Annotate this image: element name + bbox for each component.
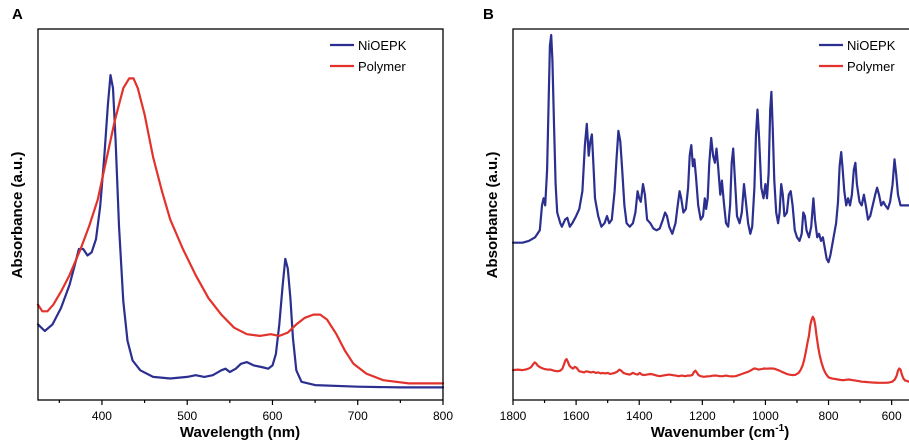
panel-b-x-axis-title-main: Wavenumber (cm bbox=[651, 424, 775, 441]
panel-b-x-axis-title-superscript: -1 bbox=[775, 423, 784, 434]
panel-b-x-axis-title: Wavenumber (cm-1) bbox=[651, 423, 789, 441]
panel-a-x-tick-label: 700 bbox=[348, 409, 368, 423]
panel-a-x-tick-label: 500 bbox=[177, 409, 197, 423]
panel-b-letter: B bbox=[483, 6, 494, 23]
panel-a-x-tick-label: 400 bbox=[92, 409, 112, 423]
panel-b-y-axis-title: Absorbance (a.u.) bbox=[484, 152, 501, 279]
panel-b-series-nioepk bbox=[511, 33, 909, 264]
panel-b-x-tick-label: 1400 bbox=[626, 409, 653, 423]
panel-a-legend-label-niOEPK: NiOEPK bbox=[358, 38, 407, 53]
panel-a-series-polymer bbox=[36, 77, 445, 385]
panel-a-series-nioepk bbox=[36, 74, 445, 389]
panel-a-x-tick-label: 800 bbox=[433, 409, 453, 423]
panel-b-x-axis-title-tail: ) bbox=[784, 424, 789, 441]
panel-b-plot-frame bbox=[512, 28, 909, 401]
panel-b-x-tick-label: 1600 bbox=[563, 409, 590, 423]
panel-a-x-axis-title: Wavelength (nm) bbox=[180, 424, 300, 441]
panel-b-series bbox=[511, 33, 909, 384]
panel-b-x-tick-label: 1800 bbox=[500, 409, 527, 423]
panel-b-legend-label-niOEPK: NiOEPK bbox=[847, 38, 896, 53]
panel-a-letter: A bbox=[12, 6, 23, 23]
panel-a-plot-frame bbox=[37, 28, 444, 401]
panel-b-x-tick-label: 800 bbox=[819, 409, 839, 423]
panel-b-legend: NiOEPK Polymer bbox=[819, 38, 896, 74]
panel-b: B 1800 1600 1400 1200 1000 800 600 Wavenumber … bbox=[483, 6, 909, 441]
panel-b-x-tick-label: 600 bbox=[882, 409, 902, 423]
panel-a-y-axis-title: Absorbance (a.u.) bbox=[9, 152, 26, 279]
panel-a-legend-label-polymer: Polymer bbox=[358, 59, 406, 74]
panel-a-x-ticks: 400 500 600 700 800 bbox=[58, 400, 453, 423]
panel-b-series-polymer bbox=[511, 315, 909, 384]
panel-b-legend-label-polymer: Polymer bbox=[847, 59, 895, 74]
panel-a-x-tick-label: 600 bbox=[262, 409, 282, 423]
panel-a-series bbox=[36, 74, 445, 389]
panel-a: A 400 500 600 700 800 Wavelength (nm) Absorb… bbox=[9, 6, 453, 441]
panel-b-x-tick-label: 1000 bbox=[752, 409, 779, 423]
panel-b-x-tick-label: 1200 bbox=[689, 409, 716, 423]
panel-a-legend: NiOEPK Polymer bbox=[330, 38, 407, 74]
panel-b-x-ticks: 1800 1600 1400 1200 1000 800 600 bbox=[500, 400, 902, 423]
